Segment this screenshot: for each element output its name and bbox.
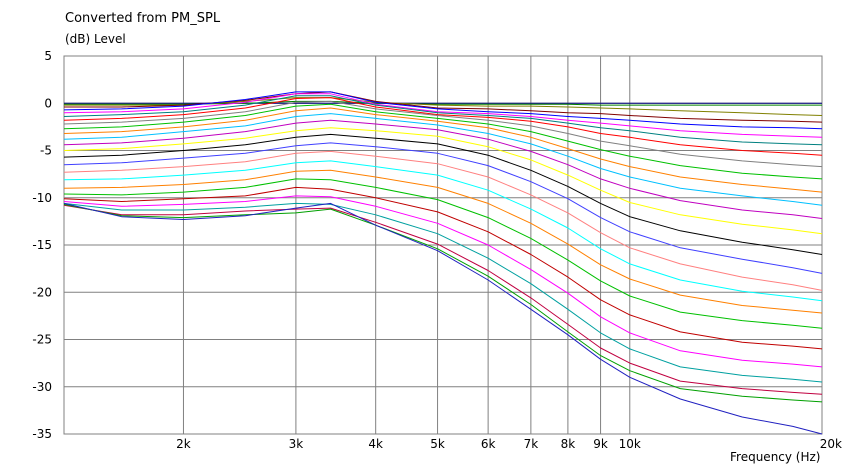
y-axis-label: (dB) Level [65, 32, 126, 46]
series-line-3 [64, 97, 823, 116]
series-line-2 [64, 100, 822, 106]
x-tick-label: 8k [561, 437, 576, 451]
y-tick-label: -10 [32, 191, 52, 205]
series-line-22 [63, 195, 823, 368]
series-line-10 [63, 103, 823, 180]
series-line-14 [63, 127, 823, 235]
series-line-18 [63, 160, 823, 302]
tick-labels: 5 0 -5 -10 -15 -20 -25 -30 -35 2k 3k 4k 5k 6k 7k 8k 9k 10… [32, 49, 842, 451]
series-line-13 [63, 119, 823, 219]
x-axis-label: Frequency (Hz) [730, 450, 821, 464]
y-tick-label: 5 [44, 49, 52, 63]
series-line-15 [63, 133, 823, 255]
y-tick-label: -35 [32, 427, 52, 441]
y-tick-label: 0 [44, 96, 52, 110]
y-tick-label: -20 [32, 285, 52, 299]
x-tick-label: 5k [430, 437, 445, 451]
chart-title: Converted from PM_SPL [65, 11, 221, 26]
series-line-19 [63, 169, 823, 314]
x-tick-label: 3k [289, 437, 304, 451]
y-tick-label: -30 [32, 380, 52, 394]
series-line-23 [63, 202, 823, 383]
x-tick-label: 7k [524, 437, 539, 451]
x-tick-label: 4k [368, 437, 383, 451]
x-tick-label: 9k [593, 437, 608, 451]
series-line-21 [63, 186, 823, 350]
x-tick-label: 2k [176, 437, 191, 451]
series-line-20 [63, 178, 823, 329]
y-tick-label: -25 [32, 333, 52, 347]
series-line-26 [63, 202, 823, 435]
series-line-24 [63, 204, 823, 395]
x-tick-label: 20k [820, 437, 842, 451]
y-tick-label: -5 [40, 144, 52, 158]
series-line-25 [63, 203, 823, 403]
series-line-5 [63, 91, 823, 130]
series-line-7 [63, 95, 823, 146]
series-lines [63, 91, 823, 435]
series-line-6 [63, 93, 823, 138]
y-tick-label: -15 [32, 238, 52, 252]
series-line-17 [63, 150, 823, 291]
x-tick-label: 10k [619, 437, 641, 451]
series-line-11 [63, 107, 823, 193]
x-tick-label: 6k [481, 437, 496, 451]
series-line-16 [63, 142, 823, 274]
series-line-9 [63, 100, 823, 168]
series-line-12 [63, 113, 823, 206]
series-line-8 [63, 97, 823, 156]
